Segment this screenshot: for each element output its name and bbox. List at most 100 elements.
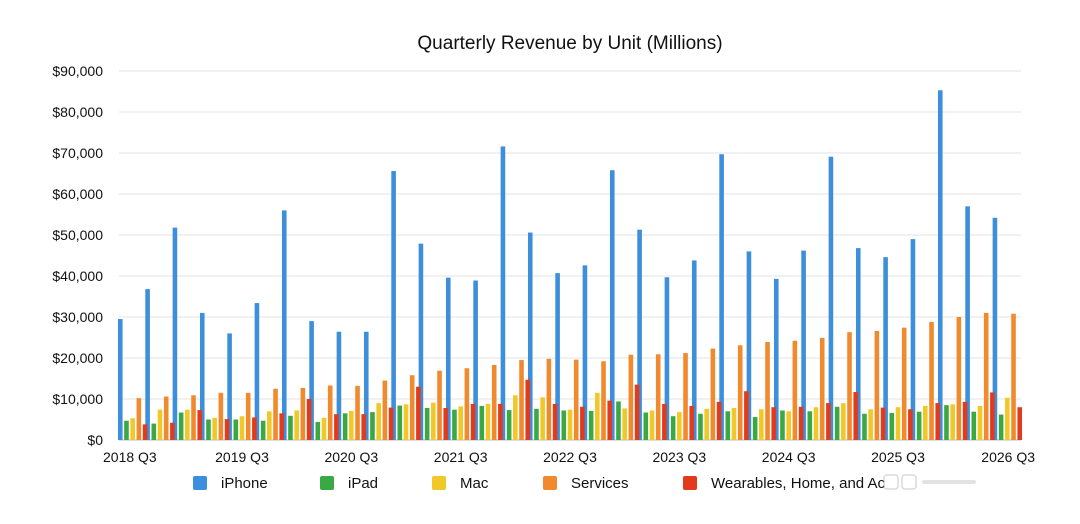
y-tick-label: $80,000 [52,104,103,120]
bar [929,321,934,440]
bar [773,278,779,440]
bar [506,410,512,440]
bar [473,280,478,440]
bar [971,411,977,440]
bar [786,411,791,440]
bar [416,386,421,440]
legend-label: Mac [460,474,489,492]
bar [178,412,184,440]
bar [983,312,989,440]
y-tick-label: $70,000 [52,145,103,161]
bar [361,414,367,440]
bar [601,361,606,440]
bar [452,409,457,440]
legend-swatch [543,476,557,490]
x-tick-label: 2024 Q3 [762,449,816,465]
bar [363,331,369,440]
bar [382,380,388,440]
bar [376,403,381,440]
bar [306,399,312,440]
bar [267,411,272,440]
y-tick-label: $90,000 [52,63,103,79]
bar [519,360,524,440]
bar [710,348,716,440]
bar [491,364,497,440]
bar [334,414,339,440]
bar [992,217,998,440]
bar [910,239,916,440]
bar [677,412,682,440]
watermark-logo [883,474,976,490]
bar [634,384,640,440]
bar [342,413,348,440]
chart-title: Quarterly Revenue by Unit (Millions) [417,33,722,54]
bar [765,342,770,440]
legend-swatch [193,476,207,490]
bar [321,417,327,440]
bar [807,411,813,440]
x-axis-tick-labels: 2018 Q3 2019 Q3 2020 Q3 2021 Q3 2022 Q3 2023 … [103,449,1035,465]
y-tick-label: $50,000 [52,227,103,243]
bar [172,227,178,440]
bar [798,406,804,440]
legend-swatch [432,476,446,490]
bar [252,417,257,440]
x-tick-label: 2018 Q3 [103,449,157,465]
bar [185,409,190,440]
bar [300,387,306,440]
bar [689,405,695,440]
bar [588,410,594,440]
bar [117,319,123,440]
bar [834,406,840,440]
bar [801,250,806,440]
x-tick-label: 2025 Q3 [871,449,925,465]
bar [737,345,743,440]
bar [725,411,731,440]
legend-swatch [683,476,697,490]
bar [391,171,396,441]
bar [1005,397,1010,440]
bar [655,354,661,440]
bar [458,406,463,440]
bar [206,419,211,440]
y-tick-label: $20,000 [52,350,103,366]
bar [855,248,861,440]
bar [527,232,533,440]
bar [170,422,175,440]
bar [479,405,485,440]
bar [233,419,239,440]
bar [868,409,873,440]
bar [336,331,342,440]
bar [683,353,688,440]
bar [637,229,642,440]
bar [485,403,491,440]
bar [445,277,451,440]
bar [540,397,545,440]
bar [418,243,424,440]
y-tick-label: $30,000 [52,309,103,325]
bar [279,413,285,440]
y-tick-label: $40,000 [52,268,103,284]
bar [151,423,157,440]
bar [731,408,737,440]
bar [288,415,293,440]
bar [561,410,567,440]
bar [828,156,834,440]
bar [628,354,634,440]
bar [582,265,588,440]
bar [464,368,470,440]
bar [759,409,764,440]
bar [716,401,722,440]
bar [142,424,148,440]
bar [546,358,552,440]
bar [1017,407,1023,440]
bar [254,303,260,440]
bar [355,385,360,440]
bar [744,391,749,440]
bar [622,408,627,440]
bar [218,392,224,440]
bar [437,370,442,440]
bar [813,407,819,440]
bar [567,409,573,440]
